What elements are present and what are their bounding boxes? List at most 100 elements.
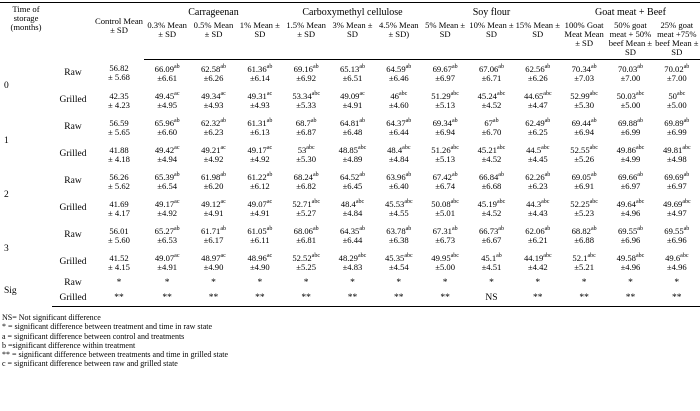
value-cell: 41.88 ± 4.18 <box>94 141 144 168</box>
superscript: abc <box>357 252 367 259</box>
value-cell: 56.82 ± 5.68 <box>94 60 144 88</box>
sd: ±4.91 <box>249 207 270 218</box>
mean: 62.56 <box>525 63 545 74</box>
mean: 64.35 <box>339 225 360 236</box>
state-cell: Raw <box>64 122 82 132</box>
value-cell: 69.66ab ±6.97 <box>607 168 653 195</box>
superscript: abc <box>635 90 645 97</box>
mean: 65.39 <box>154 171 174 182</box>
table-row: 3 Raw 56.01 ± 5.60 65.27ab ±6.53 61.71ab ±6.17 6… <box>0 222 700 254</box>
mean: 69.69 <box>664 171 684 182</box>
superscript: ac <box>266 198 273 205</box>
mean: 41.52 <box>109 252 129 263</box>
sd: ±6.46 <box>388 72 409 83</box>
sd: ±6.44 <box>388 126 409 137</box>
mean: 48.85 <box>338 144 358 155</box>
superscript: abc <box>496 90 506 97</box>
sd: ± 5.65 <box>108 126 130 137</box>
value-cell: 56.01 ± 5.60 <box>94 222 144 249</box>
mean: 67 <box>484 117 493 128</box>
sd: ±4.89 <box>342 153 363 164</box>
sd: ±4.98 <box>666 153 687 164</box>
mean: 49.45 <box>154 90 175 101</box>
sd: ±4.96 <box>666 261 687 272</box>
value-cell: 45.35abc ±4.54 <box>376 249 422 276</box>
sd: ±6.67 <box>481 234 502 245</box>
page: Time of storage (months) Control Mean ± S… <box>0 2 700 368</box>
significance-cell: ** <box>190 291 237 307</box>
header-row: Time of storage (months) Control Mean ± S… <box>0 2 700 60</box>
superscript: abc <box>496 198 506 205</box>
value-cell: 49.45ac ±4.95 <box>144 87 190 114</box>
value-cell: 62.32ab ±6.23 <box>190 114 236 141</box>
mean: 41.69 <box>109 198 129 209</box>
sd: ± 4.17 <box>108 207 130 218</box>
value-cell: 68.24ab ±6.82 <box>283 168 329 195</box>
value-cell: 49.69abc ±4.97 <box>654 195 700 222</box>
value-cell: 44.5abc ±4.45 <box>515 141 561 168</box>
superscript: ab <box>220 225 226 232</box>
significance-cell: * <box>116 278 122 288</box>
mean: 50 <box>668 90 677 101</box>
sd: ±6.94 <box>435 126 456 137</box>
superscript: ab <box>590 117 597 124</box>
sd: ±4.96 <box>620 261 641 272</box>
value-cell: 70.34ab ±7.03 <box>561 60 607 88</box>
value-cell: 52.55abc ±5.26 <box>561 141 607 168</box>
value-cell: 49.17ac ±4.92 <box>144 195 190 222</box>
table-row: Grilled 41.52 ± 4.15 49.07ac ±4.91 48.97ac ±4.… <box>0 249 700 276</box>
significance-cell: * <box>581 278 587 288</box>
sd: ±6.97 <box>435 72 456 83</box>
value-cell: 69.89ab ±6.99 <box>654 114 700 141</box>
value-cell: 68.7ab ±6.87 <box>283 114 329 141</box>
sd: ±4.94 <box>157 153 178 164</box>
value-cell: 49.12ac ±4.91 <box>190 195 236 222</box>
sd: ±6.38 <box>388 234 409 245</box>
sd: ± 4.18 <box>108 153 130 164</box>
superscript: ab <box>359 225 365 232</box>
sd: ±4.90 <box>203 261 224 272</box>
value-cell: 64.59ab ±6.46 <box>376 60 422 88</box>
mean: 66.84 <box>478 171 499 182</box>
superscript: ab <box>637 225 643 232</box>
sd: ±5.25 <box>296 261 317 272</box>
time-cell: Sig <box>4 285 17 296</box>
value-cell: 49.95abc ±5.00 <box>422 249 468 276</box>
sd: ±6.54 <box>157 180 178 191</box>
significance-cell: ** <box>282 291 330 307</box>
mean: 70.03 <box>617 63 638 74</box>
superscript: ac <box>174 198 180 205</box>
superscript: ab <box>312 63 319 70</box>
mean: 52.25 <box>570 198 590 209</box>
significance-cell: * <box>674 278 680 288</box>
superscript: ac <box>174 144 180 151</box>
value-cell: 56.59 ± 5.65 <box>94 114 144 141</box>
sd: ±6.11 <box>250 234 270 245</box>
mean: 50.03 <box>616 90 636 101</box>
mean: 70.02 <box>664 63 684 74</box>
sd: ±4.60 <box>388 99 409 110</box>
mean: 52.55 <box>570 144 590 155</box>
superscript: abc <box>682 198 691 205</box>
value-cell: 52.52abc ±5.25 <box>283 249 329 276</box>
value-cell: 64.37ab ±6.44 <box>376 114 422 141</box>
mean: 44.19 <box>523 252 544 263</box>
sd: ±4.52 <box>481 99 502 110</box>
value-cell: 62.49ab ±6.25 <box>515 114 561 141</box>
mean: 56.82 <box>109 63 129 74</box>
sd: ±6.97 <box>620 180 641 191</box>
significance-cell: ** <box>94 291 144 307</box>
mean: 44.3 <box>526 198 542 209</box>
mean: 44.65 <box>523 90 544 101</box>
mean: 61.05 <box>247 225 267 236</box>
sd: ±7.00 <box>666 72 687 83</box>
superscript: ab <box>405 171 412 178</box>
state-cell: Grilled <box>59 149 87 159</box>
table-row: 0 Raw 56.82 ± 5.68 66.09ab ±6.61 62.58ab ±6.26 6… <box>0 60 700 91</box>
mean: 62.32 <box>200 117 221 128</box>
column-header: 100% Goat Meat Mean ± SD <box>560 19 608 60</box>
table-row: Sig Raw * * * * * * * * * * * * * <box>0 276 700 295</box>
state-cell: Grilled <box>59 257 87 267</box>
value-cell: 69.69ab ±6.97 <box>654 168 700 195</box>
time-cell: 3 <box>4 243 9 254</box>
